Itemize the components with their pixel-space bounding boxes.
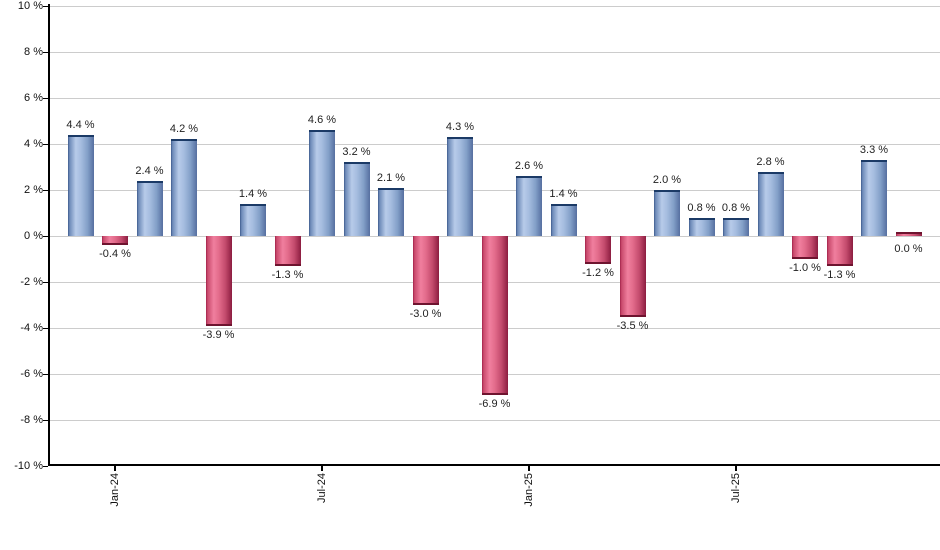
y-axis-tick-label: -10 % [14, 460, 43, 472]
bar-Apr-25 [619, 236, 646, 317]
x-axis-tick-label: Jan-25 [523, 473, 535, 507]
bar-Mar-25 [585, 236, 611, 264]
bar-value-label: 1.4 % [549, 187, 578, 200]
bar-Aug-25 [757, 171, 784, 236]
bar-Mar-24 [171, 139, 197, 236]
bar-value-label: -3.9 % [202, 328, 235, 341]
y-axis-tick [43, 466, 48, 467]
gridline [50, 98, 940, 99]
bar-Sep-25 [792, 236, 818, 259]
x-axis-tick [735, 466, 737, 471]
bar-value-label: 4.6 % [307, 114, 337, 127]
bar-Aug-24 [343, 162, 370, 236]
y-axis-tick-label: 4 % [24, 138, 43, 150]
y-axis-tick [43, 98, 48, 99]
x-axis-tick [528, 466, 530, 471]
gridline [50, 6, 940, 7]
bar-Apr-24 [205, 236, 232, 326]
bar-Jan-25 [516, 176, 542, 236]
bar-Oct-25 [826, 236, 853, 266]
bar-value-label: -3.0 % [409, 308, 442, 320]
bar-Nov-25 [861, 160, 887, 236]
bar-Dec-23 [67, 134, 94, 236]
bar-May-25 [654, 190, 680, 236]
bar-Jun-24 [274, 236, 301, 266]
x-axis-tick [114, 466, 116, 471]
y-axis-tick-label: -2 % [20, 276, 43, 288]
gridline [50, 420, 940, 421]
bar-Nov-24 [447, 137, 473, 236]
y-axis-tick [43, 282, 48, 283]
bar-value-label: 2.1 % [376, 171, 406, 184]
bar-value-label: -6.9 % [478, 397, 511, 410]
y-axis-tick-label: -4 % [20, 322, 43, 334]
bar-Jul-25 [723, 217, 749, 236]
y-axis-tick [43, 236, 48, 237]
bar-value-label: 0.8 % [721, 201, 751, 214]
bar-Jul-24 [309, 130, 335, 236]
bar-value-label: -1.2 % [582, 266, 614, 279]
y-axis-tick-label: -6 % [20, 368, 43, 380]
x-axis-tick-label: Jul-24 [316, 473, 328, 503]
x-axis-tick-label: Jan-24 [109, 473, 121, 507]
y-axis-tick [43, 144, 48, 145]
bar-value-label: -0.4 % [99, 248, 131, 261]
bar-Oct-24 [412, 236, 439, 305]
bar-value-label: 4.2 % [169, 123, 199, 136]
y-axis-tick-label: 6 % [24, 92, 43, 104]
x-axis-line [48, 464, 940, 466]
bar-Dec-24 [481, 236, 508, 395]
bar-value-label: 4.3 % [445, 121, 475, 134]
bar-Sep-24 [378, 187, 404, 236]
y-axis-tick-label: -8 % [20, 414, 43, 426]
gridline [50, 190, 940, 191]
bar-value-label: 2.0 % [652, 174, 682, 186]
y-axis-tick [43, 6, 48, 7]
y-axis-tick-label: 0 % [24, 230, 43, 242]
bar-Jan-24 [102, 236, 128, 246]
x-axis-tick-label: Jul-25 [730, 473, 742, 503]
bar-Dec-25 [895, 232, 922, 236]
y-axis-tick-label: 10 % [17, 0, 43, 12]
bar-Jun-25 [688, 217, 715, 236]
bar-value-label: 2.4 % [135, 164, 164, 177]
bar-value-label: -1.0 % [789, 262, 821, 274]
y-axis-tick-label: 2 % [24, 184, 43, 196]
bar-value-label: 0.8 % [687, 201, 716, 214]
y-axis-tick-label: 8 % [24, 46, 43, 58]
bar-value-label: -1.3 % [823, 268, 856, 281]
bar-value-label: 3.2 % [342, 146, 371, 159]
bar-value-label: 2.6 % [514, 160, 544, 173]
bar-Feb-24 [136, 180, 163, 236]
bar-value-label: 1.4 % [238, 187, 268, 200]
bar-value-label: 4.4 % [66, 118, 95, 131]
y-axis-tick [43, 190, 48, 191]
bar-value-label: 2.8 % [756, 155, 785, 168]
bar-value-label: 3.3 % [859, 144, 889, 157]
bar-value-label: -3.5 % [616, 319, 649, 332]
bar-Feb-25 [550, 203, 577, 236]
y-axis-tick [43, 374, 48, 375]
y-axis-tick [43, 328, 48, 329]
y-axis-tick [43, 420, 48, 421]
bar-value-label: -1.3 % [271, 268, 304, 281]
gridline [50, 52, 940, 53]
x-axis-tick [321, 466, 323, 471]
bar-value-label: 0.0 % [894, 243, 923, 255]
gridline [50, 144, 940, 145]
y-axis-line [48, 4, 50, 466]
y-axis-tick [43, 52, 48, 53]
bar-May-24 [240, 203, 266, 236]
